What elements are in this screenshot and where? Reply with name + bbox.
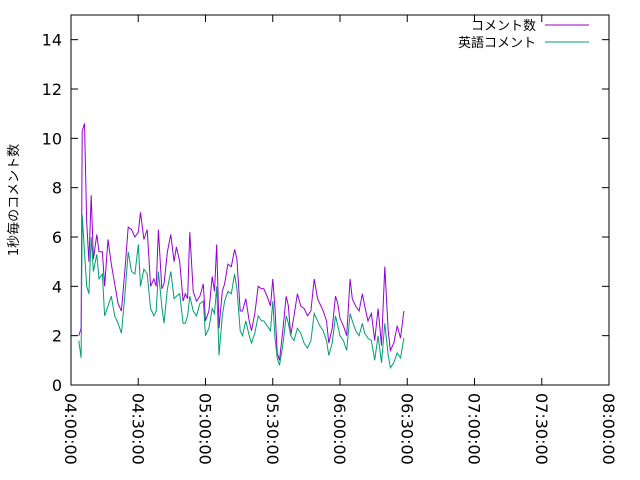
y-tick-label: 4 <box>52 277 62 296</box>
x-tick-label: 06:30:00 <box>397 393 416 465</box>
series-lines <box>78 123 405 369</box>
legend-label: 英語コメント <box>458 35 536 51</box>
x-tick-label: 05:30:00 <box>263 393 282 465</box>
x-tick-label: 07:30:00 <box>532 393 551 465</box>
x-tick-label: 06:00:00 <box>330 393 349 465</box>
x-tick-label: 05:00:00 <box>196 393 215 465</box>
y-tick-label: 14 <box>42 31 62 50</box>
y-tick-label: 2 <box>52 327 62 346</box>
y-tick-label: 8 <box>52 179 62 198</box>
x-tick-label: 04:30:00 <box>128 393 147 465</box>
legend-label: コメント数 <box>471 19 536 34</box>
y-tick-label: 12 <box>42 80 62 99</box>
series-line-0 <box>78 123 405 361</box>
plot-frame <box>70 14 610 386</box>
x-axis: 04:00:00 04:30:00 05:00:00 05:30:00 06:00:00… <box>61 15 618 465</box>
series-line-1 <box>78 214 405 369</box>
x-tick-label: 07:00:00 <box>465 393 484 465</box>
y-axis: 0 2 4 6 8 10 12 14 <box>42 31 609 395</box>
plot-area <box>70 14 610 386</box>
x-tick-label: 04:00:00 <box>61 393 80 465</box>
y-tick-label: 6 <box>52 228 62 247</box>
y-tick-label: 10 <box>42 129 62 148</box>
x-tick-label: 08:00:00 <box>599 393 618 465</box>
y-tick-label: 0 <box>52 376 62 395</box>
y-axis-label: 1秒毎のコメント数 <box>6 144 22 256</box>
